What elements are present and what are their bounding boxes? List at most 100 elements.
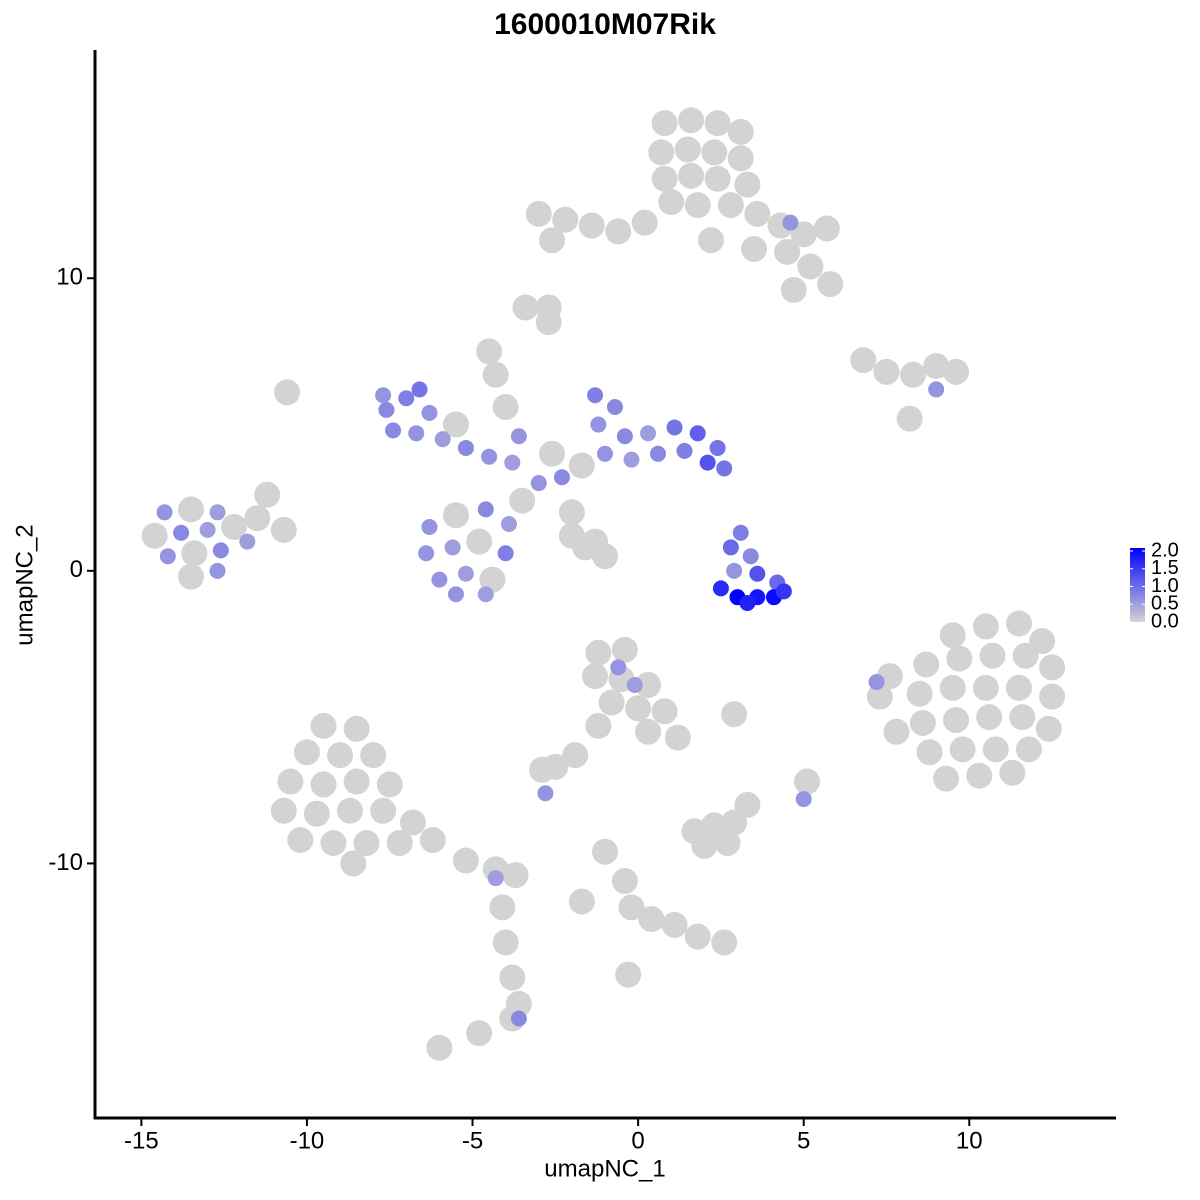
point [739, 595, 756, 612]
point [933, 765, 960, 792]
point [254, 481, 281, 508]
point [625, 695, 652, 722]
x-tick-label: 10 [956, 1127, 983, 1154]
point [817, 271, 844, 298]
point [537, 785, 554, 802]
point [916, 739, 943, 766]
point [943, 358, 970, 385]
point [676, 442, 693, 459]
point [375, 387, 392, 404]
point [181, 540, 208, 567]
x-tick-label: -10 [290, 1127, 325, 1154]
point [749, 565, 766, 582]
point [466, 528, 493, 555]
point [726, 562, 743, 579]
point [658, 189, 685, 216]
point [558, 522, 585, 549]
points [141, 107, 1066, 1061]
point [850, 347, 877, 374]
point [782, 214, 799, 231]
point [199, 521, 216, 538]
point [701, 139, 728, 166]
point [447, 586, 464, 603]
point [972, 674, 999, 701]
point [452, 847, 479, 874]
point [399, 809, 426, 836]
y-tick-label: 0 [70, 556, 83, 583]
point [631, 209, 658, 236]
point [434, 431, 451, 448]
point [742, 548, 759, 565]
point [949, 736, 976, 763]
point [426, 1034, 453, 1061]
x-tick-label: 5 [797, 1127, 810, 1154]
y-axis-label: umapNC_2 [11, 524, 38, 645]
point [689, 425, 706, 442]
point [457, 439, 474, 456]
point [386, 829, 413, 856]
point [623, 451, 640, 468]
point [419, 827, 446, 854]
point [378, 401, 395, 418]
point [717, 192, 744, 219]
point [1039, 654, 1066, 681]
point [287, 827, 314, 854]
point [732, 524, 749, 541]
point [606, 398, 623, 415]
point [741, 235, 768, 262]
point [999, 759, 1026, 786]
point [909, 709, 936, 736]
point [684, 192, 711, 219]
point [794, 768, 821, 795]
point [873, 358, 900, 385]
point [582, 663, 609, 690]
point [320, 829, 347, 856]
point [539, 227, 566, 254]
point [939, 622, 966, 649]
chart-title: 1600010M07Rik [494, 8, 716, 41]
point [648, 139, 675, 166]
point [711, 929, 738, 956]
point [340, 850, 367, 877]
point [684, 923, 711, 950]
point [597, 445, 613, 462]
x-tick-label: -15 [124, 1127, 159, 1154]
point [274, 379, 301, 406]
point [477, 501, 494, 518]
point [979, 642, 1006, 669]
point [598, 689, 625, 716]
point [568, 888, 595, 915]
point [928, 381, 945, 398]
point [509, 487, 536, 514]
point [482, 361, 509, 388]
point [337, 797, 363, 824]
point [466, 1020, 493, 1047]
point [360, 742, 387, 769]
point [552, 206, 579, 233]
point [504, 454, 521, 471]
colorbar-label: 0.5 [1151, 593, 1179, 615]
point [310, 712, 337, 739]
point [489, 894, 516, 921]
point [939, 674, 966, 701]
point [578, 212, 605, 239]
point [626, 676, 643, 693]
point [651, 698, 678, 725]
x-tick-label: -5 [462, 1127, 483, 1154]
point [327, 742, 354, 769]
point [209, 504, 226, 521]
point [1012, 642, 1039, 669]
point [539, 440, 566, 467]
point [727, 145, 754, 172]
point [1015, 736, 1042, 763]
colorbar [1130, 548, 1145, 622]
point [173, 524, 190, 541]
point [923, 353, 950, 380]
point [611, 636, 638, 663]
point [780, 276, 807, 303]
point [972, 613, 999, 640]
point [370, 797, 397, 824]
point [553, 469, 570, 486]
point [664, 724, 691, 751]
point [239, 533, 256, 550]
